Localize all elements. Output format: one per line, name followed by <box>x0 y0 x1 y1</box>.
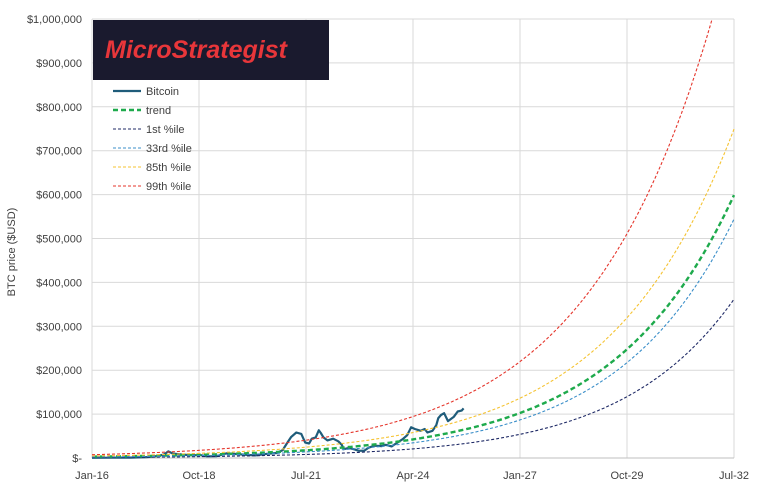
legend: Bitcoin trend 1st %ile 33rd %ile 85th %ile 99… <box>113 86 192 193</box>
y-tick-label: $900,000 <box>36 58 82 70</box>
y-tick-label: $300,000 <box>36 321 82 333</box>
y-tick-label: $800,000 <box>36 102 82 114</box>
x-tick-label: Apr-24 <box>396 470 429 482</box>
x-tick-label: Jan-27 <box>503 470 537 482</box>
y-axis-title: BTC price ($USD) <box>6 208 18 297</box>
logo-text: MicroStrategist <box>105 36 289 64</box>
y-tick-label: $500,000 <box>36 234 82 246</box>
y-tick-label: $- <box>72 453 82 465</box>
x-tick-label: Oct-29 <box>610 470 643 482</box>
legend-label: 33rd %ile <box>146 143 192 155</box>
y-tick-label: $100,000 <box>36 409 82 421</box>
logo-background <box>93 20 329 80</box>
x-tick-label: Jul-21 <box>291 470 321 482</box>
logo: MicroStrategist <box>93 20 329 80</box>
x-tick-label: Jan-16 <box>75 470 109 482</box>
series-line-1st-ile <box>92 298 735 459</box>
legend-label: 1st %ile <box>146 124 185 136</box>
legend-label: 99th %ile <box>146 181 191 193</box>
series-line-33rd-ile <box>92 218 735 458</box>
y-tick-label: $600,000 <box>36 190 82 202</box>
y-tick-label: $400,000 <box>36 277 82 289</box>
legend-label: 85th %ile <box>146 162 191 174</box>
axes: $- $100,000 $200,000 $300,000 $400,000 $500,0… <box>27 14 749 482</box>
series-line-trend <box>92 194 736 458</box>
y-tick-label: $200,000 <box>36 365 82 377</box>
legend-label: trend <box>146 105 171 117</box>
legend-label: Bitcoin <box>146 86 179 98</box>
gridlines <box>91 18 735 459</box>
x-tick-label: Oct-18 <box>182 470 215 482</box>
series-lines <box>91 18 736 459</box>
y-tick-label: $1,000,000 <box>27 14 82 26</box>
series-line-85th-ile <box>92 128 735 457</box>
x-tick-label: Jul-32 <box>719 470 749 482</box>
y-tick-label: $700,000 <box>36 146 82 158</box>
